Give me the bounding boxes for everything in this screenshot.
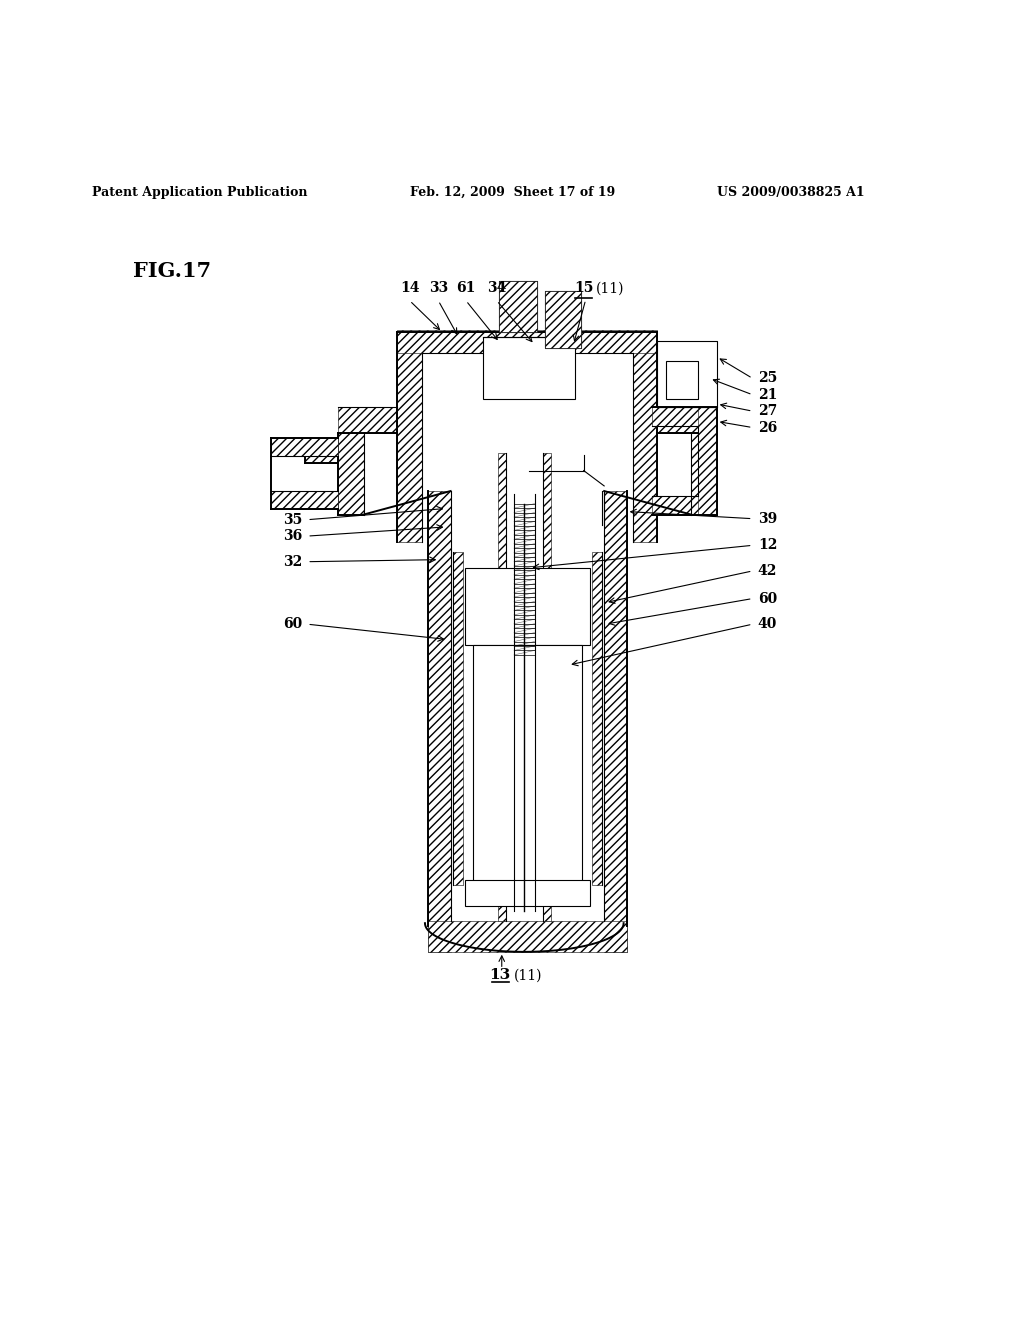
Text: 14: 14 [399,281,420,296]
Bar [652,407,717,425]
Bar [465,568,590,644]
Text: FIG.17: FIG.17 [133,261,211,281]
Bar [666,360,698,399]
Bar [652,496,717,515]
Text: (11): (11) [596,281,625,296]
Bar [545,292,581,347]
Bar [499,281,537,333]
Bar [338,407,397,433]
Bar [691,433,717,515]
Bar [592,553,602,886]
Bar [428,491,451,952]
Bar [271,438,338,457]
Bar [633,333,657,543]
Text: US 2009/0038825 A1: US 2009/0038825 A1 [717,186,864,198]
Bar [657,341,717,407]
Text: 36: 36 [283,529,302,543]
Bar [397,333,422,543]
Bar [338,433,364,515]
Text: (11): (11) [514,969,543,982]
Bar [305,441,338,463]
Bar [657,407,717,433]
Text: 61: 61 [457,281,475,296]
Text: 13: 13 [489,969,510,982]
Bar [397,330,657,352]
Text: 32: 32 [283,554,302,569]
Text: 34: 34 [487,281,506,296]
Text: 39: 39 [758,512,777,525]
Text: 21: 21 [758,388,777,401]
Bar [473,644,582,886]
Bar [657,341,717,407]
Text: 40: 40 [758,618,777,631]
Text: Patent Application Publication: Patent Application Publication [92,186,307,198]
Bar [543,453,551,921]
Text: 12: 12 [758,539,777,552]
Bar [499,281,537,333]
Bar [604,491,627,952]
Text: 42: 42 [758,564,777,578]
Bar [465,880,590,906]
Text: Feb. 12, 2009  Sheet 17 of 19: Feb. 12, 2009 Sheet 17 of 19 [410,186,614,198]
Bar [545,292,581,347]
Bar [428,921,627,952]
Text: 60: 60 [283,618,302,631]
Bar [453,553,463,886]
Text: 60: 60 [758,591,777,606]
Bar [483,338,575,399]
Bar [271,491,338,510]
Text: 25: 25 [758,371,777,385]
Text: 27: 27 [758,404,777,418]
Bar [698,407,717,515]
Bar [498,453,506,921]
Text: 35: 35 [283,512,302,527]
Text: 33: 33 [429,281,447,296]
Text: 15: 15 [574,281,593,296]
Text: 26: 26 [758,421,777,434]
